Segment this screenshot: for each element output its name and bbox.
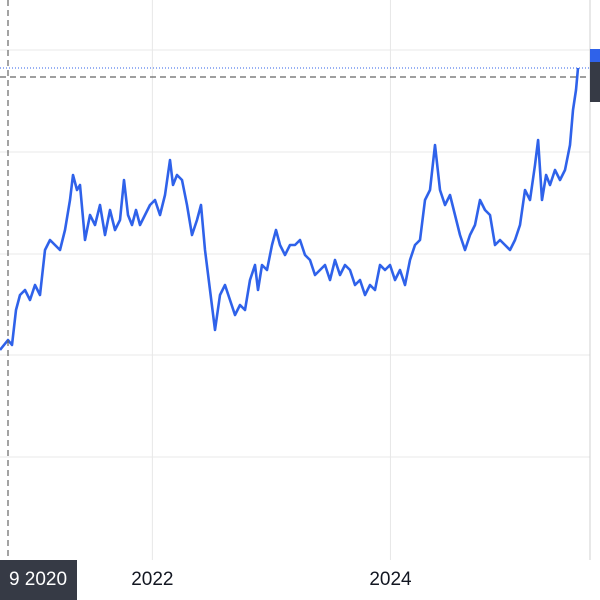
x-tick-label: 2022 bbox=[131, 569, 173, 590]
x-tick-label: 2024 bbox=[369, 569, 412, 590]
crosshair-date-box bbox=[0, 560, 77, 600]
crosshair-price-box bbox=[590, 62, 600, 102]
price-line bbox=[0, 67, 580, 351]
crosshair-date-label: 9 2020 bbox=[9, 569, 67, 590]
last-price-marker bbox=[590, 49, 600, 63]
